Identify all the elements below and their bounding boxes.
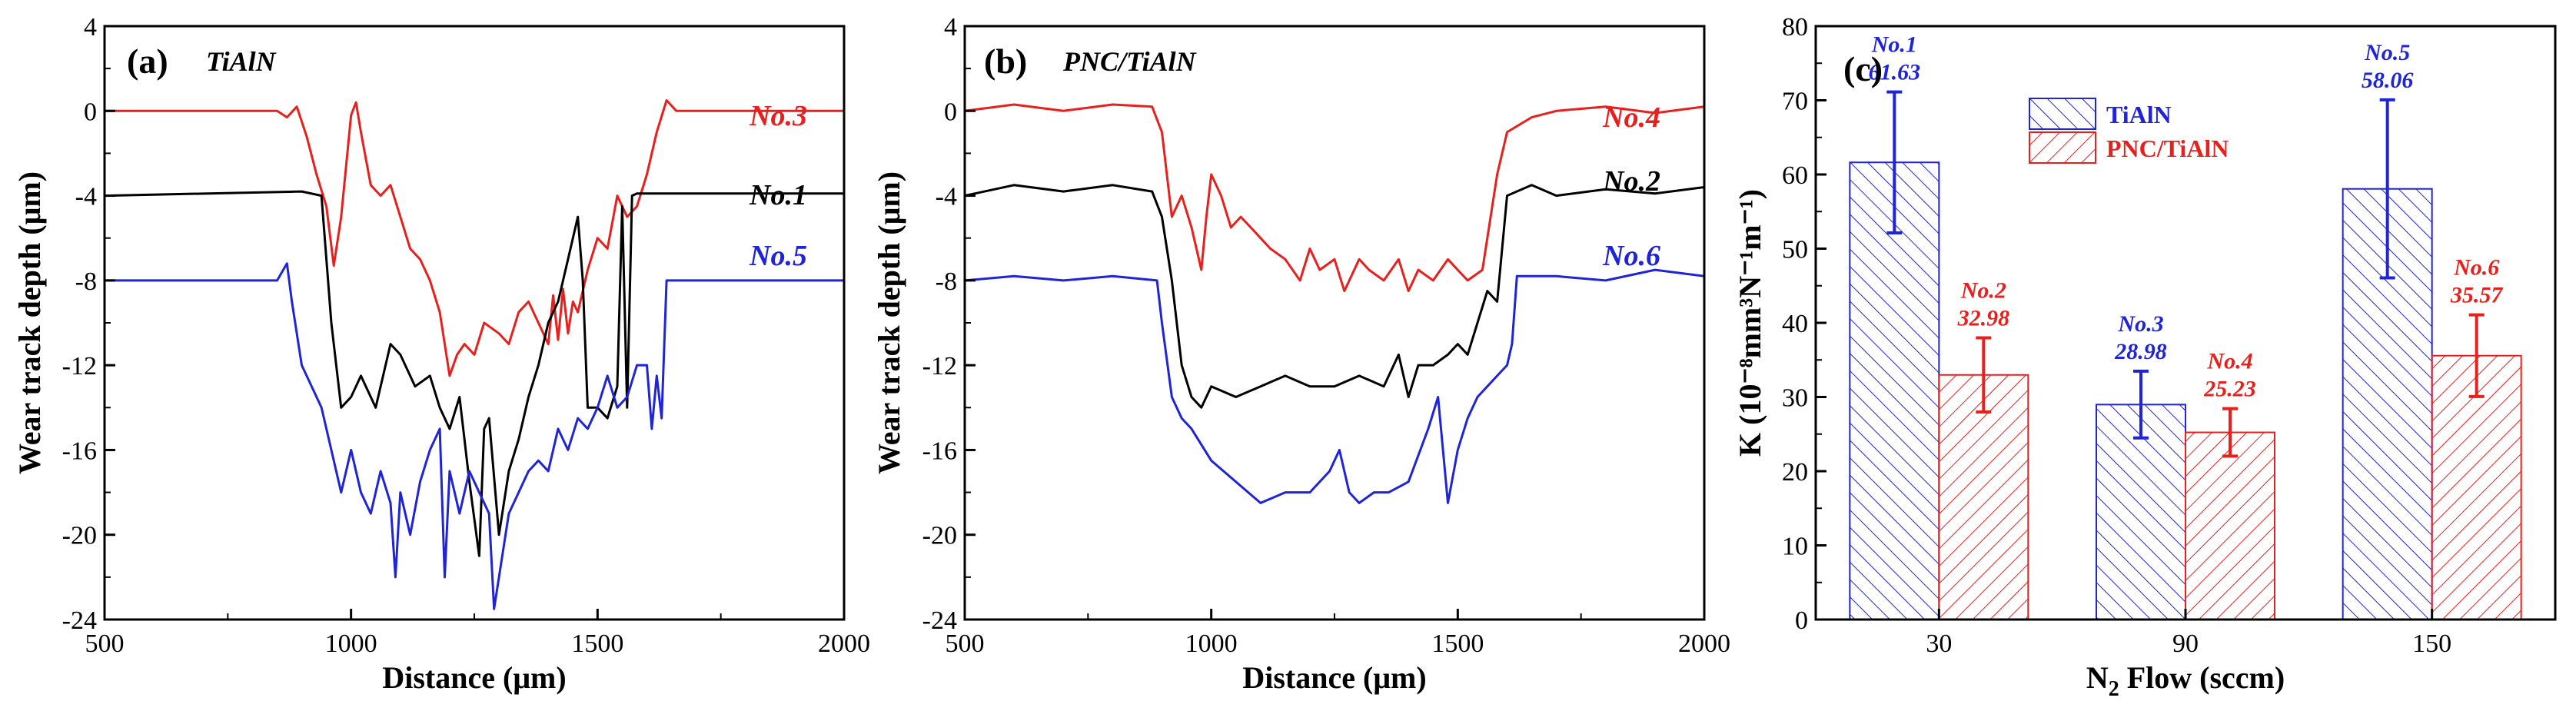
x-tick-label: 90 — [2172, 630, 2199, 658]
x-tick-label: 1000 — [325, 630, 377, 658]
bar-no4 — [2185, 431, 2275, 621]
panel-c-y-title: K (10⁻⁸mm³N⁻¹m⁻¹) — [1733, 189, 1767, 457]
sample-label-no2: No.2 — [1960, 277, 2006, 303]
legend-swatch-tialn — [2029, 98, 2096, 130]
legend-label-pnc-tialn: PNC/TiAlN — [2106, 135, 2229, 162]
value-label-no6: 35.57 — [2450, 283, 2504, 308]
sample-label-no3: No.3 — [2117, 311, 2163, 337]
value-label-no4: 25.23 — [2203, 377, 2256, 402]
series-line-no6 — [964, 268, 1705, 504]
panel-a-axes: 500 1000 1500 2000 4 0 -4 -8 -12 -16 -20 -24 — [62, 13, 870, 658]
x-tick-label: 2000 — [1678, 630, 1730, 658]
panel-a-title: TiAlN — [206, 46, 278, 77]
x-tick-label: 150 — [2412, 630, 2451, 658]
series-label-no6: No.6 — [1602, 240, 1660, 272]
x-tick-label: 2000 — [818, 630, 870, 658]
series-line-no4 — [964, 103, 1705, 293]
y-tick-label: 60 — [1782, 161, 1808, 190]
y-tick-label: -16 — [62, 437, 97, 465]
y-tick-label: 80 — [1782, 13, 1808, 42]
panel-c-x-title: N2 Flow (sccm) — [2086, 660, 2285, 701]
y-tick-label: 0 — [1795, 606, 1808, 635]
y-tick-label: 4 — [944, 13, 957, 42]
y-tick-label: -20 — [62, 522, 97, 550]
x-tick-label: 1500 — [1431, 630, 1484, 658]
bar-no1 — [1849, 161, 1940, 620]
panel-b: 500 1000 1500 2000 4 0 -4 -8 -12 -16 -20 -24 (b) PN… — [872, 13, 1730, 695]
panel-c-x-title-main: N — [2086, 660, 2109, 695]
bar-no6 — [2431, 354, 2522, 620]
series-line-no1 — [104, 190, 844, 557]
panel-b-title: PNC/TiAlN — [1062, 46, 1198, 77]
y-tick-label: -12 — [922, 352, 957, 380]
panel-a-label: (a) — [127, 42, 168, 81]
y-tick-label: 10 — [1782, 533, 1808, 561]
panel-b-y-title: Wear track depth (μm) — [872, 171, 906, 474]
sample-label-no1: No.1 — [1871, 32, 1917, 58]
y-tick-label: -4 — [75, 183, 97, 211]
y-tick-label: 20 — [1782, 458, 1808, 487]
panel-b-frame — [963, 25, 1706, 621]
legend-label-tialn: TiAlN — [2106, 101, 2172, 128]
y-tick-label: 70 — [1782, 88, 1808, 116]
series-label-no5: No.5 — [749, 240, 807, 272]
value-label-no2: 32.98 — [1957, 305, 2010, 331]
panel-c-x-title-sub: 2 — [2109, 677, 2119, 701]
panel-a-frame — [103, 25, 846, 621]
panel-c-plot-area: No.161.63 No.232.98 No.328.98 No.4 25.23 No.5… — [1849, 32, 2522, 621]
panel-a-plot-area — [104, 99, 844, 610]
value-label-no5: 58.06 — [2362, 68, 2414, 93]
series-label-no1: No.1 — [749, 179, 807, 211]
panel-c-axes: 30 90 150 0 10 20 30 40 50 60 70 80 — [1782, 13, 2451, 658]
panel-b-plot-area — [964, 103, 1705, 504]
panel-a-y-title: Wear track depth (μm) — [12, 171, 47, 474]
y-tick-label: -12 — [62, 352, 97, 380]
panel-c-x-title-rest: Flow (sccm) — [2119, 660, 2285, 695]
panel-b-x-title: Distance (μm) — [1242, 660, 1426, 695]
panel-c-label: (c) — [1843, 49, 1883, 88]
panel-a-x-title: Distance (μm) — [382, 660, 566, 695]
y-tick-label: 50 — [1782, 236, 1808, 264]
y-tick-label: -4 — [936, 183, 957, 211]
y-tick-label: -24 — [922, 606, 957, 635]
x-tick-label: 500 — [85, 630, 125, 658]
value-label-no1: 61.63 — [1869, 60, 1921, 85]
y-tick-label: 0 — [84, 98, 97, 126]
panel-b-label: (b) — [984, 42, 1027, 81]
value-label-no3: 28.98 — [2114, 339, 2167, 364]
panel-a: 500 1000 1500 2000 4 0 -4 -8 -12 -16 -20 -24 (a) Ti… — [12, 13, 870, 695]
y-tick-label: 4 — [84, 13, 97, 42]
series-label-no2: No.2 — [1602, 165, 1660, 198]
y-tick-label: -20 — [922, 522, 957, 550]
y-tick-label: -8 — [936, 267, 957, 296]
sample-label-no4: No.4 — [2206, 349, 2252, 374]
x-tick-label: 30 — [1926, 630, 1952, 658]
y-tick-label: 40 — [1782, 310, 1808, 338]
series-line-no2 — [964, 184, 1705, 409]
sample-label-no5: No.5 — [2364, 40, 2410, 65]
series-line-no3 — [105, 99, 844, 377]
legend: TiAlN PNC/TiAlN — [2029, 98, 2229, 164]
panel-c: No.161.63 No.232.98 No.328.98 No.4 25.23 No.5… — [1733, 13, 2557, 701]
y-tick-label: 0 — [944, 98, 957, 126]
y-tick-label: 30 — [1782, 384, 1808, 413]
y-tick-label: -8 — [75, 267, 97, 296]
series-label-no4: No.4 — [1602, 101, 1660, 134]
bar-no3 — [2096, 404, 2186, 621]
y-tick-label: -24 — [62, 606, 97, 635]
sample-label-no6: No.6 — [2453, 255, 2499, 281]
legend-swatch-pnc-tialn — [2029, 131, 2096, 164]
panel-b-axes: 500 1000 1500 2000 4 0 -4 -8 -12 -16 -20 -24 — [922, 13, 1730, 658]
y-tick-label: -16 — [922, 437, 957, 465]
x-tick-label: 1500 — [571, 630, 623, 658]
x-tick-label: 500 — [946, 630, 985, 658]
series-label-no3: No.3 — [749, 100, 807, 132]
x-tick-label: 1000 — [1185, 630, 1238, 658]
series-line-no5 — [105, 262, 844, 610]
